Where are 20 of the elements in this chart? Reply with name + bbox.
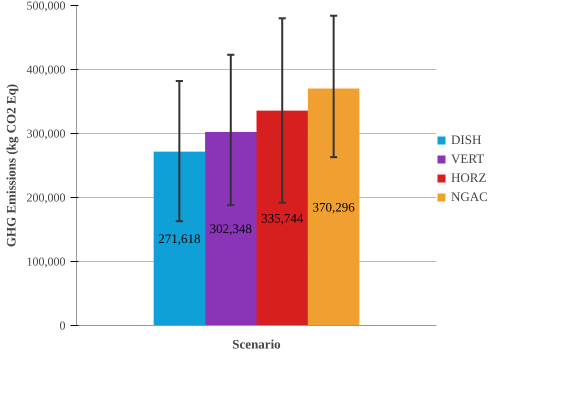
bar [154, 152, 206, 326]
legend-label: NGAC [451, 189, 488, 205]
y-tick-label: 500,000 [26, 0, 66, 12]
y-tick-label: 300,000 [26, 126, 66, 140]
y-tick-label: 0 [60, 318, 66, 332]
legend-label: DISH [451, 132, 482, 148]
bar [205, 132, 256, 326]
data-label: 370,296 [312, 200, 356, 215]
bar [308, 88, 360, 326]
data-label: 302,348 [210, 221, 252, 236]
y-tick-label: 200,000 [26, 190, 66, 204]
data-label: 271,618 [158, 231, 200, 246]
y-tick-label: 100,000 [26, 254, 66, 268]
legend-label: VERT [451, 151, 484, 167]
y-axis-title: GHG Emissions (kg CO2 Eq) [4, 84, 18, 248]
legend-label: HORZ [451, 170, 486, 186]
bar [256, 110, 308, 326]
data-label: 335,744 [261, 210, 304, 226]
y-tick-label: 400,000 [26, 62, 66, 76]
x-axis-title: Scenario [232, 336, 281, 352]
